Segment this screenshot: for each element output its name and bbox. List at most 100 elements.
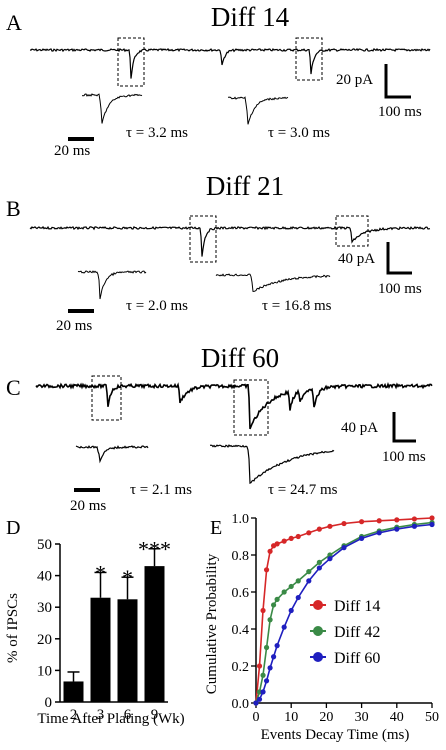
- panel-b-box-2: [335, 215, 369, 247]
- panel-b: B Diff 21 20 ms τ = 2.0 ms τ = 16.8 ms 4…: [6, 171, 431, 334]
- panel-e-point-2: [260, 689, 266, 695]
- panel-e-letter: E: [210, 517, 222, 539]
- panel-e-point-2: [341, 545, 347, 551]
- panel-c-tau-2: τ = 24.7 ms: [268, 482, 338, 498]
- panel-d-plot: 0 10 20 30 40 50 2 3 * 6 * 9 ***: [37, 537, 171, 723]
- panel-d-y-axis-label: % of IPSCs: [5, 593, 21, 663]
- panel-e-point-2: [288, 607, 294, 614]
- panel-e-legend-label-1: Diff 42: [334, 624, 380, 641]
- panel-e-point-2: [267, 665, 273, 671]
- panel-e: E Cumulative Probability Events Decay Ti…: [204, 512, 439, 743]
- panel-b-inset-1: [77, 270, 147, 300]
- panel-e-y-tick-label: 0.0: [232, 697, 250, 712]
- panel-a-scalebar: [384, 64, 411, 99]
- panel-d-x-tick-label: 6: [124, 707, 132, 723]
- panel-e-point-1: [288, 583, 294, 590]
- panel-b-title: Diff 21: [206, 171, 284, 201]
- panel-d-significance-6: *: [122, 565, 133, 590]
- panel-b-box-1: [189, 215, 217, 263]
- panel-d-y-tick-label: 0: [45, 695, 53, 711]
- panel-b-inset-2: [215, 273, 331, 292]
- panel-a-trace: [29, 47, 431, 79]
- panel-a-title: Diff 14: [211, 2, 290, 32]
- panel-e-x-tick-label: 40: [390, 710, 404, 725]
- panel-e-point-2: [271, 654, 277, 660]
- panel-e-point-2: [429, 521, 435, 528]
- panel-e-plot: 0.0 0.2 0.4 0.6 0.8 1.0 0 10 20 30 40 50 Diff 14 Diff…: [232, 512, 440, 725]
- panel-d-bar-6: [117, 599, 138, 702]
- panel-e-y-axis-label: Cumulative Probability: [204, 553, 220, 694]
- panel-a-amp-label: 20 pA: [336, 72, 373, 88]
- panel-e-point-1: [327, 552, 333, 558]
- panel-e-point-1: [316, 559, 322, 566]
- panel-d-x-tick-label: 9: [151, 707, 159, 723]
- panel-e-x-tick-label: 20: [319, 710, 333, 725]
- panel-e-point-0: [274, 541, 280, 547]
- panel-a-inset-scale-label: 20 ms: [54, 143, 90, 159]
- panel-e-point-2: [263, 678, 270, 684]
- panel-e-point-2: [256, 696, 263, 702]
- panel-e-y-tick-label: 0.8: [232, 549, 250, 564]
- panel-c-box-2: [233, 379, 269, 436]
- panel-e-point-0: [411, 516, 417, 522]
- panel-c-time-label: 100 ms: [382, 449, 426, 465]
- panel-e-point-2: [306, 578, 312, 584]
- panel-a-letter: A: [6, 10, 22, 35]
- panel-e-point-1: [281, 589, 287, 595]
- panel-e-point-2: [359, 535, 365, 541]
- panel-d-x-axis-label: Time After Plating (Wk): [37, 711, 184, 727]
- panel-e-point-0: [327, 523, 333, 529]
- panel-a-inset-1: [81, 93, 143, 124]
- panel-c-tau-1: τ = 2.1 ms: [130, 482, 192, 498]
- panel-e-legend-label-2: Diff 60: [334, 650, 380, 667]
- panel-b-scalebar: [386, 242, 412, 275]
- panel-d-bar-2: [63, 681, 84, 702]
- panel-e-point-0: [306, 530, 312, 536]
- panel-d-significance-9: ***: [138, 537, 171, 562]
- panel-e-point-0: [376, 518, 382, 524]
- panel-d-bar-3: [90, 597, 111, 702]
- panel-a-time-label: 100 ms: [378, 104, 422, 120]
- panel-d-x-tick-label: 2: [70, 707, 78, 723]
- panel-e-point-2: [411, 523, 417, 529]
- panel-c-letter: C: [6, 375, 21, 400]
- panel-e-point-2: [394, 526, 400, 532]
- panel-e-point-0: [359, 519, 365, 525]
- panel-e-point-0: [341, 520, 347, 527]
- panel-e-point-0: [263, 567, 270, 573]
- panel-b-amp-label: 40 pA: [338, 251, 375, 267]
- panel-e-x-tick-label: 50: [425, 710, 439, 725]
- panel-e-point-2: [281, 624, 287, 630]
- panel-e-point-1: [271, 602, 277, 608]
- panel-d-y-tick-label: 50: [37, 537, 52, 553]
- panel-d-y-tick-label: 20: [37, 632, 52, 648]
- panel-e-point-0: [256, 663, 263, 669]
- panel-a-box-1: [117, 37, 145, 87]
- panel-d-y-tick-label: 30: [37, 600, 52, 616]
- panel-e-point-0: [288, 535, 294, 541]
- panel-a-tau-1: τ = 3.2 ms: [126, 125, 188, 141]
- panel-e-point-2: [295, 594, 301, 601]
- panel-e-point-0: [429, 515, 435, 521]
- panel-c-amp-label: 40 pA: [341, 420, 378, 436]
- panel-e-point-1: [260, 672, 266, 678]
- panel-e-legend-label-0: Diff 14: [334, 598, 380, 615]
- panel-e-x-axis-label: Events Decay Time (ms): [261, 727, 410, 743]
- panel-a-box-2: [295, 37, 323, 81]
- panel-b-inset-scale-label: 20 ms: [56, 318, 92, 334]
- panel-b-tau-2: τ = 16.8 ms: [262, 298, 332, 314]
- panel-e-point-0: [316, 526, 322, 532]
- panel-e-point-1: [274, 596, 280, 603]
- panel-e-point-1: [306, 569, 312, 575]
- panel-b-trace: [29, 225, 431, 257]
- panel-a: A Diff 14 20 ms τ = 3.2 ms τ = 3.0 ms 20…: [6, 2, 431, 159]
- panel-c-inset-scale-label: 20 ms: [70, 498, 106, 514]
- panel-d-x-tick-label: 3: [97, 707, 105, 723]
- panel-d-y-tick-label: 10: [37, 663, 52, 679]
- panel-e-legend-marker-0: [313, 600, 323, 610]
- panel-c-box-1: [91, 375, 122, 421]
- panel-e-point-0: [267, 548, 273, 554]
- panel-e-point-0: [260, 607, 266, 614]
- panel-e-point-2: [316, 565, 322, 571]
